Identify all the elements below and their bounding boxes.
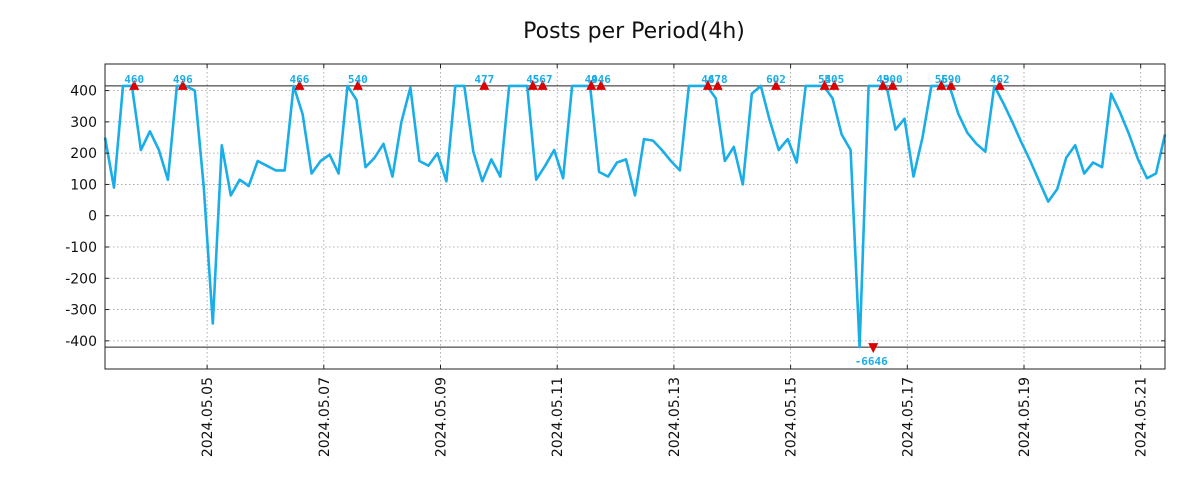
peak-marker-up	[994, 79, 1005, 90]
chart-title: Posts per Period(4h)	[523, 19, 745, 44]
peak-label: 505	[824, 73, 844, 86]
peak-marker-up	[177, 79, 188, 90]
y-tick-label: -300	[65, 303, 97, 319]
y-axis: 400 300 200 100 0 -100 -200 -300 -400	[65, 84, 1165, 350]
peak-marker-up	[712, 79, 723, 90]
peak-marker-up	[537, 79, 548, 90]
y-tick-label: 400	[70, 84, 97, 100]
y-tick-label: -100	[65, 240, 97, 256]
peak-marker-up	[527, 79, 538, 90]
x-tick-label: 2024.05.13	[667, 377, 683, 457]
peak-marker-up	[479, 79, 490, 90]
peak-marker-up	[702, 79, 713, 90]
peak-marker-up	[595, 79, 606, 90]
peak-marker-up	[129, 79, 140, 90]
peak-label: 466	[290, 73, 310, 86]
peak-marker-up	[586, 79, 597, 90]
peak-label: 567	[533, 73, 553, 86]
peak-marker-up	[294, 79, 305, 90]
peak-label: 49	[876, 73, 889, 86]
x-tick-label: 2024.05.07	[317, 377, 333, 457]
grid	[105, 64, 1165, 369]
x-tick-label: 2024.05.11	[550, 377, 566, 457]
peak-label: 460	[124, 73, 144, 86]
peak-label: 56	[935, 73, 949, 86]
x-tick-label: 2024.05.17	[900, 377, 916, 457]
peak-label: 45	[526, 73, 539, 86]
y-tick-label: -400	[65, 334, 97, 350]
peak-marker-up	[946, 79, 957, 90]
peak-label: 462	[990, 73, 1010, 86]
peak-marker-up	[887, 79, 898, 90]
peak-marker-up	[771, 79, 782, 90]
plot-frame	[104, 63, 1166, 370]
peak-marker-down	[868, 343, 879, 354]
clip-reference-lines	[105, 85, 1165, 348]
series-line-posts	[103, 84, 1167, 349]
peak-label: 478	[708, 73, 728, 86]
peak-label: 590	[941, 73, 961, 86]
y-tick-label: 300	[70, 115, 97, 131]
y-tick-label: 0	[88, 209, 97, 225]
peak-marker-up	[829, 79, 840, 90]
peak-marker-up	[936, 79, 947, 90]
x-tick-label: 2024.05.09	[434, 377, 450, 457]
peak-marker-up	[352, 79, 363, 90]
x-tick-label: 2024.05.15	[784, 377, 800, 457]
peak-label: 540	[348, 73, 368, 86]
x-axis: 2024.05.05 2024.05.07 2024.05.09 2024.05.11…	[200, 64, 1150, 457]
peak-label: 54	[818, 73, 832, 86]
peak-label: 496	[173, 73, 193, 86]
peak-label: 49	[585, 73, 598, 86]
peak-marker-up	[819, 79, 830, 90]
peak-label: 446	[591, 73, 611, 86]
y-tick-label: 200	[70, 146, 97, 162]
peak-markers	[129, 79, 1005, 354]
peak-marker-up	[877, 79, 888, 90]
series	[103, 84, 1167, 349]
y-tick-label: 100	[70, 177, 97, 193]
peak-label: -6646	[855, 355, 888, 368]
x-tick-label: 2024.05.19	[1017, 377, 1033, 457]
y-tick-label: -200	[65, 271, 97, 287]
x-tick-label: 2024.05.05	[200, 377, 216, 457]
peak-label: 500	[883, 73, 903, 86]
peak-label: 602	[766, 73, 786, 86]
x-tick-label: 2024.05.21	[1134, 377, 1150, 457]
peak-label: 46	[701, 73, 715, 86]
peak-label: 477	[474, 73, 494, 86]
